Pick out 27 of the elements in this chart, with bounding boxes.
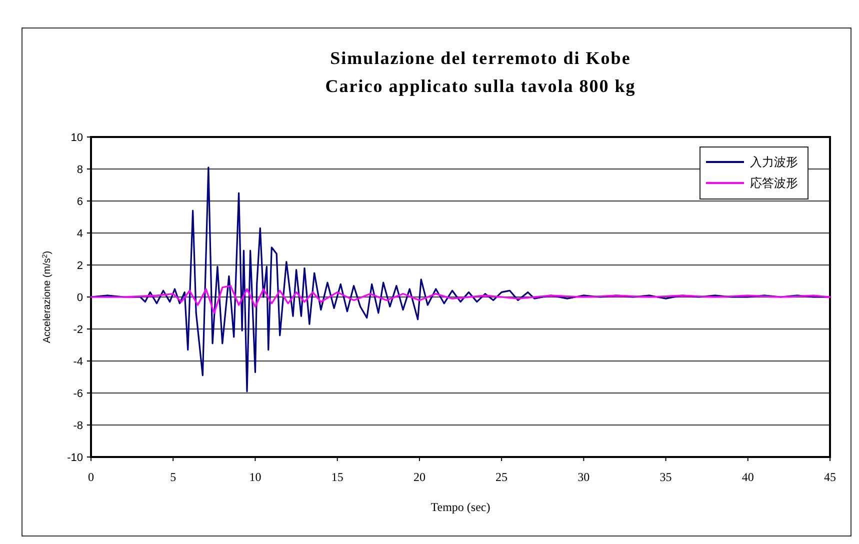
x-tick-label: 15 (331, 470, 344, 484)
x-tick-label: 20 (413, 470, 426, 484)
x-tick-label: 45 (824, 470, 836, 484)
x-tick-label: 30 (578, 470, 590, 484)
x-tick-label: 25 (496, 470, 508, 484)
y-tick-label: 6 (76, 196, 83, 208)
x-tick-label: 5 (170, 470, 176, 484)
chart-subtitle: Carico applicato sulla tavola 800 kg (325, 76, 636, 96)
y-tick-label: -4 (73, 356, 83, 368)
y-tick-label: -6 (73, 388, 83, 400)
y-tick-label: 2 (76, 260, 83, 272)
x-tick-label: 35 (660, 470, 672, 484)
y-tick-label: 4 (76, 228, 83, 240)
x-axis-title: Tempo (sec) (430, 500, 490, 514)
chart-title: Simulazione del terremoto di Kobe (330, 48, 631, 68)
x-tick-label: 10 (249, 470, 262, 484)
line-series (90, 285, 831, 314)
y-tick-label: 8 (76, 164, 83, 176)
x-tick-label: 40 (742, 470, 754, 484)
y-tick-label: -2 (73, 324, 83, 336)
y-tick-label: 0 (76, 292, 83, 304)
y-tick-label: -8 (73, 420, 83, 432)
legend-label: 応答波形 (750, 176, 798, 190)
y-tick-label: -10 (67, 452, 83, 464)
x-tick-label: 0 (88, 470, 94, 484)
legend-label: 入力波形 (750, 155, 798, 169)
y-tick-label: 10 (70, 132, 83, 144)
